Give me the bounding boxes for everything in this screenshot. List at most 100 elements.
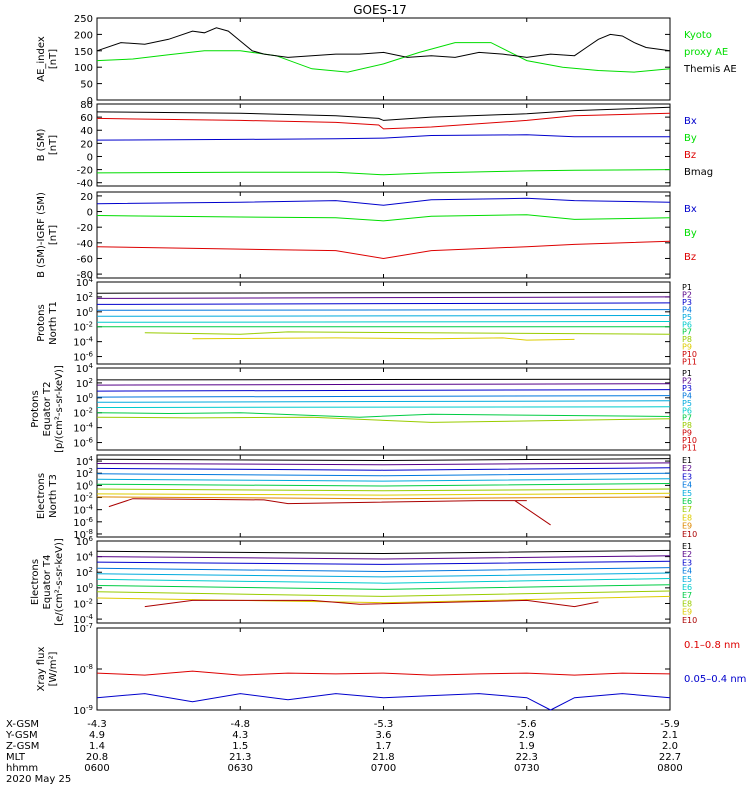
legend-entry-pe: P4 (682, 391, 692, 400)
y-tick-label-pn: 104 (76, 276, 94, 289)
y-tick-label-en: 104 (76, 455, 94, 468)
legend-entry-pn: P8 (682, 335, 692, 344)
series-line-ee-E1 (96, 549, 671, 555)
series-line-pn-P1 (96, 291, 671, 294)
series-line-ee-E9 (96, 595, 671, 604)
x-tick-label: 21.3 (229, 752, 251, 763)
legend-entry-pe: P6 (682, 406, 692, 415)
series-line-ee-E7 (96, 584, 671, 590)
series-line-bigrf-Bx (96, 197, 671, 206)
x-tick-label: 20.8 (86, 752, 108, 763)
legend-entry-ee: E7 (682, 591, 692, 600)
y-axis-label-bigrf: [nT] (48, 225, 59, 245)
x-tick-label: 2.9 (519, 730, 535, 741)
x-axis-row-label: MLT (6, 752, 26, 763)
legend-entry-bsm: By (684, 133, 697, 144)
series-line-en-E8 (96, 492, 671, 496)
series-line-pe-P4 (96, 395, 671, 398)
y-tick-label-ee: 10-4 (73, 613, 93, 626)
y-axis-label-pn: North T1 (48, 301, 59, 345)
series-line-ee-E2 (96, 555, 671, 560)
y-axis-label-en: North T3 (48, 474, 59, 518)
y-tick-label-en: 10-6 (73, 516, 93, 529)
y-axis-label-ae: AE_index (36, 36, 47, 82)
x-axis-row-label: Z-GSM (6, 741, 39, 752)
legend-entry-pe: P1 (682, 369, 692, 378)
legend-entry-bigrf: Bz (684, 252, 696, 263)
legend-entry-en: E4 (682, 481, 692, 490)
panel-frame-ae (96, 17, 671, 101)
series-line-bsm-Bx (96, 134, 670, 141)
series-line-pe-P7 (96, 412, 671, 418)
legend-entry-ee: E9 (682, 608, 692, 617)
y-tick-label-bigrf: -60 (77, 254, 93, 265)
series-line-ae-Themis AE (96, 27, 671, 58)
y-tick-label-en: 102 (76, 467, 93, 480)
x-tick-label: 1.9 (519, 741, 535, 752)
y-tick-label-en: 10-8 (73, 528, 93, 541)
legend-entry-pe: P11 (682, 444, 697, 453)
chart-title: GOES-17 (353, 3, 407, 17)
panel-frame-bsm (96, 103, 671, 187)
y-tick-label-ee: 106 (76, 535, 94, 548)
legend-entry-pn: P1 (682, 283, 692, 292)
y-tick-label-pe: 10-6 (73, 437, 93, 450)
y-tick-label-ae: 50 (80, 80, 93, 91)
x-tick-label: 2.0 (662, 741, 678, 752)
series-line-bigrf-Bz (96, 240, 671, 260)
y-tick-label-ee: 102 (76, 566, 93, 579)
series-line-pn-P2 (96, 296, 671, 299)
y-tick-label-bsm: -20 (77, 166, 93, 177)
legend-entry-ee: E8 (682, 599, 692, 608)
legend-entry-ee: E10 (682, 616, 697, 625)
y-tick-label-pn: 10-2 (73, 321, 93, 334)
series-line-ee-E6 (96, 578, 671, 584)
x-tick-label: 1.5 (232, 741, 248, 752)
y-axis-label-xray: Xray flux (36, 647, 47, 692)
legend-entry-xray: 0.05–0.4 nm (684, 674, 746, 685)
y-tick-label-en: 10-4 (73, 504, 93, 517)
x-tick-label: 0700 (371, 763, 396, 774)
x-tick-label: -5.3 (374, 719, 394, 730)
x-tick-label: -4.3 (87, 719, 107, 730)
y-tick-label-ee: 104 (76, 551, 94, 564)
y-tick-label-ae: 250 (74, 14, 93, 25)
y-tick-label-pe: 104 (76, 362, 94, 375)
series-line-en-E6 (96, 483, 671, 487)
y-tick-label-pn: 10-4 (73, 336, 93, 349)
series-line-bsm-Bz (96, 112, 671, 130)
legend-entry-pe: P3 (682, 384, 692, 393)
x-tick-label: 0600 (84, 763, 109, 774)
y-tick-label-pn: 100 (76, 306, 93, 319)
panel-frame-pn (96, 281, 671, 365)
x-tick-label: 1.4 (89, 741, 105, 752)
series-line-pe-P1 (96, 378, 671, 381)
series-line-en-E10 (108, 498, 551, 526)
legend-entry-pn: P4 (682, 305, 692, 314)
y-tick-label-ae: 0 (87, 96, 93, 107)
series-line-pe-P5 (96, 400, 671, 403)
legend-entry-bigrf: Bx (684, 204, 697, 215)
series-line-pe-P2 (96, 383, 671, 386)
legend-entry-ee: E1 (682, 542, 692, 551)
y-axis-label-bsm: [nT] (48, 135, 59, 155)
series-line-pn-P6 (96, 321, 671, 323)
series-line-ee-E3 (96, 560, 671, 565)
series-line-en-E7 (96, 488, 671, 492)
legend-entry-en: E1 (682, 456, 692, 465)
x-tick-label: 0800 (657, 763, 682, 774)
legend-entry-en: E2 (682, 464, 692, 473)
y-tick-label-pn: 10-6 (73, 351, 93, 364)
legend-entry-pn: P11 (682, 358, 697, 367)
y-tick-label-pe: 102 (76, 377, 93, 390)
y-tick-label-xray: 10-8 (73, 663, 93, 676)
legend-entry-bsm: Bmag (684, 167, 713, 178)
y-tick-label-bigrf: -80 (77, 270, 93, 281)
series-line-en-E3 (96, 467, 671, 471)
legend-entry-pn: P5 (682, 313, 692, 322)
legend-entry-ee: E6 (682, 583, 692, 592)
legend-entry-en: E6 (682, 497, 692, 506)
y-tick-label-bsm: 40 (80, 126, 93, 137)
x-tick-label: -5.6 (517, 719, 537, 730)
